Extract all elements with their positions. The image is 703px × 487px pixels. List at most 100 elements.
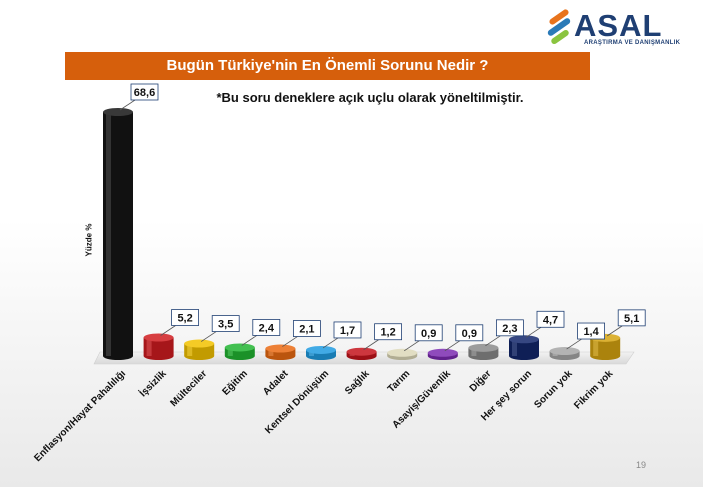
value-label-4: 2,4	[241, 319, 281, 346]
bar-7	[346, 347, 377, 360]
category-label-8: Tarım	[386, 368, 413, 395]
logo-name: ASAL	[574, 8, 663, 43]
bar-top	[427, 348, 458, 357]
value-box	[130, 83, 159, 101]
value-text: 68,6	[134, 87, 155, 99]
value-box	[617, 309, 646, 327]
value-label-10: 2,3	[485, 319, 524, 347]
value-box	[333, 321, 362, 339]
value-leader-line	[566, 338, 582, 350]
value-text: 3,5	[218, 319, 233, 331]
bar-12	[549, 347, 580, 360]
bar-highlight	[227, 347, 233, 356]
bar-4	[224, 343, 255, 360]
bar-highlight	[471, 347, 477, 356]
bar-6	[306, 345, 336, 360]
category-label-2: İşsizlik	[136, 367, 169, 400]
value-box	[455, 324, 484, 342]
bar-9	[427, 348, 458, 360]
bar-top	[509, 335, 539, 344]
value-text: 1,4	[583, 326, 599, 338]
value-leader-line	[444, 340, 461, 352]
bar-top	[184, 339, 215, 348]
bar-top	[549, 347, 580, 356]
bar-highlight	[106, 112, 111, 356]
value-leader-line	[525, 326, 542, 338]
value-label-1: 68,6	[119, 83, 159, 111]
bar-highlight	[146, 337, 152, 356]
value-label-2: 5,2	[160, 309, 200, 336]
value-label-7: 1,2	[363, 323, 403, 351]
value-label-13: 5,1	[606, 309, 646, 337]
question-note: *Bu soru deneklere açık uçlu olarak yöne…	[216, 90, 524, 105]
bar-10	[468, 343, 499, 360]
bar-top	[346, 347, 377, 356]
bar-highlight	[512, 339, 517, 356]
asal-logo: ASAL ARAŞTIRMA VE DANIŞMANLIK	[544, 8, 680, 48]
value-leader-line	[200, 331, 217, 342]
value-text: 1,2	[380, 327, 395, 339]
value-label-3: 3,5	[200, 315, 240, 342]
value-text: 4,7	[543, 314, 558, 326]
bar-highlight	[187, 343, 193, 356]
value-box	[495, 319, 524, 337]
logo-subtitle: ARAŞTIRMA VE DANIŞMANLIK	[584, 40, 681, 46]
value-text: 0,9	[421, 328, 436, 340]
category-label-1: Enflasyon/Hayat Pahalılığı	[32, 368, 128, 464]
value-leader-line	[119, 99, 136, 111]
value-leader-line	[282, 336, 298, 347]
bar-top	[468, 343, 499, 352]
category-label-13: Fikrim yok	[572, 368, 615, 411]
bar-top	[103, 108, 133, 116]
value-box	[577, 322, 605, 340]
asal-logo-mark-icon	[547, 9, 571, 45]
value-text: 5,2	[177, 313, 192, 325]
category-label-3: Mülteciler	[169, 368, 210, 409]
value-box	[211, 315, 240, 332]
value-leader-line	[241, 335, 258, 346]
value-label-5: 2,1	[282, 320, 321, 347]
bar-5	[265, 344, 296, 360]
value-text: 2,4	[259, 322, 275, 334]
value-label-11: 4,7	[525, 310, 565, 338]
value-box	[252, 319, 281, 336]
value-leader-line	[160, 325, 176, 336]
value-text: 1,7	[340, 325, 355, 337]
bar-3	[184, 339, 215, 360]
value-leader-line	[485, 335, 501, 347]
page-title: Bugün Türkiye'nin En Önemli Sorunu Nedir…	[65, 52, 590, 80]
value-text: 0,9	[462, 328, 477, 340]
bar-top	[306, 345, 336, 354]
value-leader-line	[403, 340, 420, 352]
value-label-12: 1,4	[566, 322, 605, 350]
value-box	[536, 310, 565, 328]
bar-11	[509, 335, 539, 360]
category-label-4: Eğitim	[221, 368, 250, 397]
value-box	[374, 323, 403, 341]
category-label-10: Diğer	[468, 368, 494, 394]
bar-highlight	[593, 337, 599, 356]
bar-2	[143, 333, 174, 360]
value-text: 5,1	[624, 313, 639, 325]
value-box	[171, 309, 200, 326]
value-leader-line	[363, 339, 379, 351]
bar-top	[265, 344, 296, 353]
bar-top	[224, 343, 255, 352]
bar-top	[387, 348, 418, 357]
bar-8	[387, 348, 418, 360]
category-label-12: Sorun yok	[532, 368, 575, 411]
value-text: 2,1	[299, 324, 314, 336]
value-label-9: 0,9	[444, 324, 484, 352]
value-leader-line	[322, 337, 339, 349]
bar-13	[590, 333, 621, 360]
value-text: 2,3	[502, 323, 517, 335]
value-label-8: 0,9	[403, 324, 443, 352]
value-box	[292, 320, 321, 337]
bar-top	[143, 333, 174, 342]
value-label-6: 1,7	[322, 321, 362, 349]
value-box	[414, 324, 443, 342]
page-number: 19	[636, 460, 647, 470]
bar-1	[103, 108, 133, 360]
category-label-7: Sağlık	[343, 368, 372, 397]
